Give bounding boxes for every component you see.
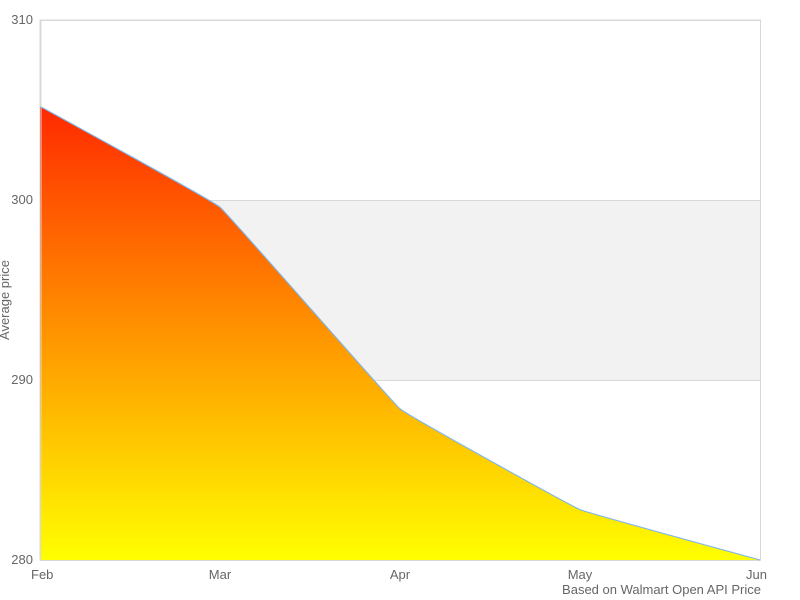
- svg-text:300: 300: [11, 192, 33, 207]
- svg-text:290: 290: [11, 372, 33, 387]
- svg-text:280: 280: [11, 552, 33, 567]
- svg-text:Jun: Jun: [746, 567, 767, 582]
- svg-text:Average price: Average price: [0, 260, 12, 340]
- svg-text:310: 310: [11, 12, 33, 27]
- svg-text:Apr: Apr: [390, 567, 411, 582]
- svg-text:Based on Walmart Open API Pric: Based on Walmart Open API Price: [562, 582, 761, 597]
- svg-text:Mar: Mar: [209, 567, 232, 582]
- svg-text:May: May: [568, 567, 593, 582]
- svg-text:Feb: Feb: [31, 567, 53, 582]
